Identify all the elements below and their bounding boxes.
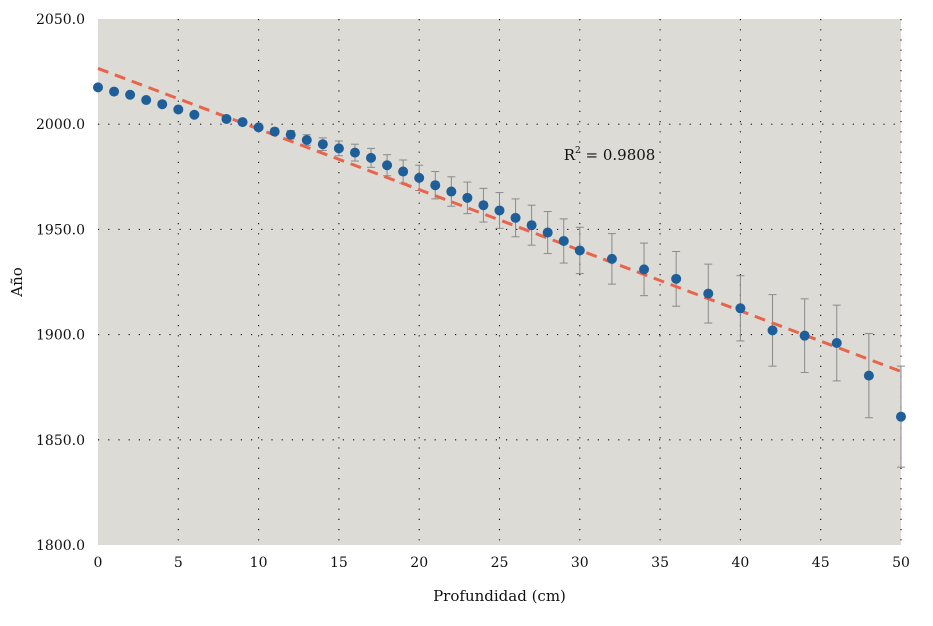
x-axis-label: Profundidad (cm) [433,587,566,605]
x-tick-label: 40 [731,555,749,571]
data-point [253,122,264,133]
x-tick-label: 35 [651,555,669,571]
x-tick-label: 0 [94,555,103,571]
data-point [671,273,682,284]
data-point [478,200,489,211]
data-point [301,134,312,145]
x-tick-label: 5 [174,555,183,571]
y-tick-label: 1850.0 [36,433,85,449]
x-tick-label: 30 [571,555,589,571]
data-point [574,245,585,256]
x-tick-label: 15 [330,555,348,571]
x-tick-label: 45 [812,555,830,571]
data-point [863,370,874,381]
data-point [896,411,906,422]
y-axis-label: Año [8,267,26,298]
y-tick-label: 1800.0 [36,538,85,554]
y-tick-label: 2050.0 [36,12,85,28]
data-point [767,325,778,336]
y-tick-labels: 1800.0 1850.0 1900.0 1950.0 2000.0 2050.0 [36,12,85,554]
data-point [285,129,296,140]
data-point [606,253,617,264]
data-points [93,82,906,422]
r-squared-base: R [564,146,576,164]
data-point [173,104,184,115]
x-tick-label: 50 [892,555,910,571]
data-point [639,264,650,275]
x-tick-label: 25 [491,555,509,571]
x-tick-label: 20 [410,555,428,571]
data-point [446,186,457,197]
data-point [398,166,409,177]
data-point [125,89,136,100]
data-point [542,227,553,238]
data-point [799,330,810,341]
data-point [462,192,473,203]
data-point [333,143,344,154]
data-point [93,82,103,93]
data-point [382,160,393,171]
data-point [269,126,280,137]
data-point [831,338,842,349]
r-squared-superscript: 2 [575,146,581,156]
y-tick-label: 1950.0 [36,222,85,238]
data-point [157,99,168,110]
x-tick-label: 10 [250,555,268,571]
data-point [189,109,200,120]
data-point [317,139,328,150]
data-point [349,147,360,158]
data-point [221,113,232,124]
data-point [414,172,425,183]
data-point [735,303,746,314]
data-point [141,95,152,106]
data-point [558,235,569,246]
plot-background [98,19,901,545]
r-squared-annotation: R2 = 0.9808 [564,146,656,164]
data-point [494,205,505,216]
data-point [526,220,537,231]
data-point [510,212,521,223]
x-tick-labels: 0 5 10 15 20 25 30 35 40 45 50 [94,555,910,571]
data-point [109,86,120,97]
y-tick-label: 1900.0 [36,328,85,344]
r-squared-value: = 0.9808 [581,146,656,164]
data-point [366,152,377,163]
y-tick-label: 2000.0 [36,117,85,133]
data-point [430,180,441,191]
data-point [703,288,714,299]
data-point [237,117,248,128]
